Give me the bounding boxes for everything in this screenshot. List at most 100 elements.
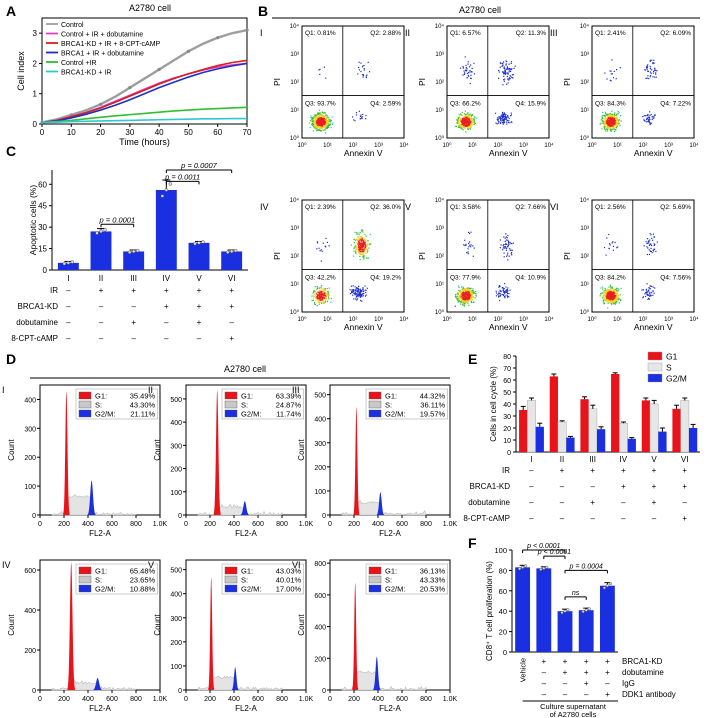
panel-b-dot xyxy=(604,122,606,124)
panel-b-dot xyxy=(464,292,466,294)
panel-b-dot xyxy=(497,122,499,124)
panel-b-dot xyxy=(615,291,617,294)
panel-b-dot xyxy=(615,116,618,118)
panel-b-dot xyxy=(504,237,506,239)
panel-b-dot xyxy=(315,300,317,302)
panel-b-dot xyxy=(616,117,618,119)
panel-b-dot xyxy=(609,123,611,125)
panel-b-dot xyxy=(617,294,619,296)
panel-b-dot xyxy=(468,296,470,298)
panel-b-dot xyxy=(608,290,610,292)
panel-b-dot xyxy=(325,246,327,248)
panel-b-dot xyxy=(504,247,506,249)
panel-b-dot xyxy=(357,243,359,245)
panel-b-dot xyxy=(609,115,611,117)
panel-b-dot xyxy=(323,115,325,117)
panel-b-dot xyxy=(507,241,510,243)
panel-b-xtick-label: 10¹ xyxy=(323,143,332,149)
panel-b-dot xyxy=(328,287,330,289)
panel-b-dot xyxy=(651,69,653,71)
panel-b-dot xyxy=(642,116,644,118)
panel-b-dot xyxy=(328,121,330,123)
panel-b-dot xyxy=(470,296,472,298)
panel-b-dot xyxy=(320,130,322,132)
panel-b-dot xyxy=(611,301,613,303)
panel-b-dot xyxy=(322,299,324,301)
panel-b-dot xyxy=(314,115,316,117)
panel-b-dot xyxy=(619,294,621,296)
panel-e-treatment-mark: + xyxy=(590,466,595,475)
panel-b-dot xyxy=(470,297,472,299)
panel-d-xtick-label: 800 xyxy=(130,521,142,528)
panel-d-legend-swatch xyxy=(224,400,238,409)
panel-b-dot xyxy=(463,113,466,115)
panel-b-dot xyxy=(464,297,466,299)
panel-b-dot xyxy=(313,122,315,124)
panel-b-dot xyxy=(470,126,472,128)
panel-b-dot xyxy=(507,259,509,261)
panel-b-dot xyxy=(361,246,363,249)
panel-b-dot xyxy=(352,255,355,257)
panel-b-dot xyxy=(322,126,324,128)
panel-b-dot xyxy=(603,299,605,301)
panel-d-legend-value: 43.03% xyxy=(276,567,302,576)
panel-b-dot xyxy=(470,74,472,76)
panel-e-ytick-label: 70 xyxy=(503,366,511,373)
panel-c-pvalue: p = 0.0001 xyxy=(98,215,135,224)
panel-b-dot xyxy=(603,292,605,294)
panel-b-dot xyxy=(605,118,607,120)
panel-b-dot xyxy=(352,291,355,293)
panel-b-dot xyxy=(651,237,653,239)
panel-b-dot xyxy=(649,285,651,287)
panel-b-dot xyxy=(459,301,461,303)
panel-b-dot xyxy=(321,115,324,117)
panel-b-dot xyxy=(469,117,471,119)
panel-b-dot xyxy=(463,293,465,295)
panel-b-dot xyxy=(642,297,644,299)
panel-b-dot xyxy=(508,120,510,122)
panel-b-dot xyxy=(322,290,324,292)
panel-b-dot xyxy=(462,128,464,131)
panel-b-plot-vi: VI Q1: 2.56% Q2: 5.69%Q3: 84.2% Q4: 7.56%10… xyxy=(550,197,699,332)
panel-b-dot xyxy=(362,239,364,241)
panel-d-ytick-label: 600 xyxy=(314,593,326,600)
panel-b-dot xyxy=(465,124,467,126)
panel-b-dot xyxy=(613,301,615,303)
panel-b-dot xyxy=(318,114,320,116)
panel-b-dot xyxy=(323,292,325,294)
panel-b-dot xyxy=(473,122,475,124)
panel-d-xtick-label: 800 xyxy=(276,696,288,703)
panel-b-dot xyxy=(607,292,609,294)
panel-b-dot xyxy=(322,129,324,131)
panel-b-dot xyxy=(652,72,654,74)
panel-b-dot xyxy=(472,296,474,298)
panel-b-ylabel: PI xyxy=(417,252,427,260)
panel-b-dot xyxy=(361,116,363,118)
panel-b-dot xyxy=(604,128,606,130)
panel-f-bar xyxy=(578,610,594,652)
panel-b-dot xyxy=(615,78,617,80)
panel-d-legend-label: G1: xyxy=(95,392,107,401)
panel-b-dot xyxy=(495,295,497,297)
panel-b-dot xyxy=(463,300,465,302)
panel-b-dot xyxy=(367,242,369,244)
panel-b-dot xyxy=(317,299,319,301)
panel-b-dot xyxy=(608,126,610,128)
panel-d-ytick-label: 400 xyxy=(24,608,36,615)
panel-b-dot xyxy=(620,299,622,301)
panel-b-dot xyxy=(509,122,511,124)
panel-b-dot xyxy=(466,297,468,299)
panel-b-dot xyxy=(606,113,608,115)
panel-d-ytick-label: 500 xyxy=(170,397,182,404)
panel-b-dot xyxy=(641,289,643,291)
panel-f-treatment-mark: – xyxy=(584,690,589,699)
panel-a-xtick-label: 50 xyxy=(184,128,193,137)
panel-f-treatment-mark: – xyxy=(563,679,568,688)
panel-a-xtick-label: 20 xyxy=(96,128,105,137)
panel-b-dot xyxy=(350,244,352,246)
panel-b-dot xyxy=(612,119,614,121)
panel-b-dot xyxy=(608,113,610,115)
panel-c-treatment-mark: + xyxy=(99,286,104,295)
panel-b-dot xyxy=(602,114,604,116)
panel-b-dot xyxy=(363,242,365,244)
